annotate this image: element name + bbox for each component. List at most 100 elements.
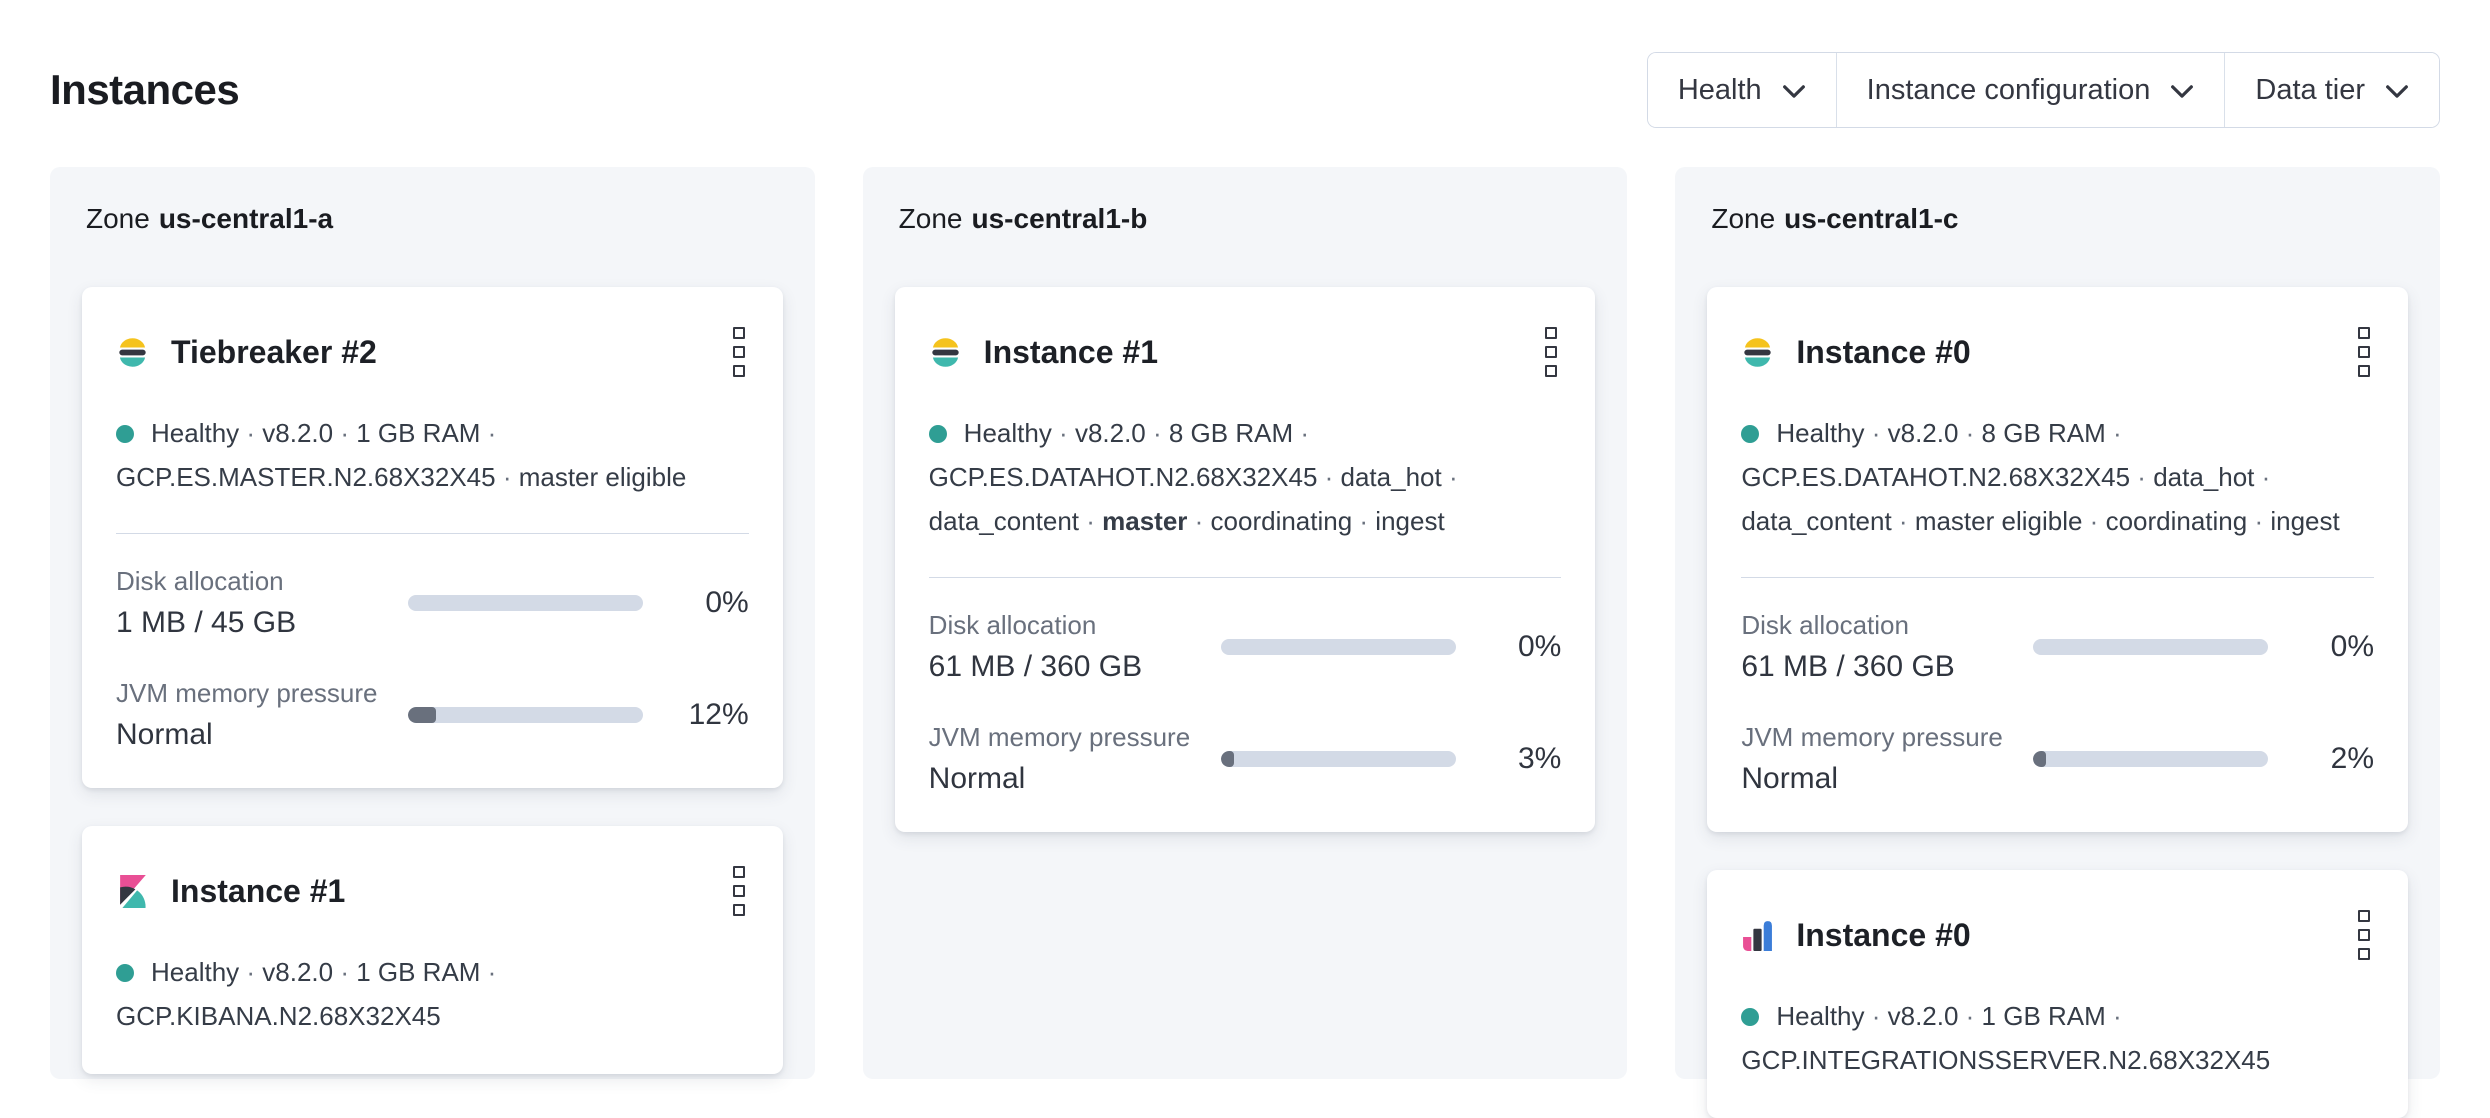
card-divider	[928, 577, 1562, 578]
card-header: Instance #0	[1741, 902, 2374, 968]
instance-menu-button[interactable]	[725, 319, 753, 385]
metric-progress-bar	[1220, 751, 1456, 767]
instance-title: Instance #0	[1796, 333, 1971, 370]
filter-group: Health Instance configuration Data tier	[1646, 52, 2440, 128]
kibana-logo	[120, 874, 146, 908]
metric-row: JVM memory pressure Normal 12%	[116, 678, 749, 752]
instance-meta-line: data_content · master eligible · coordin…	[1741, 506, 2340, 536]
instance-card: Instance #1 Healthy · v8.2.0 · 8 GB RAM …	[894, 287, 1596, 832]
instance-meta-line: GCP.ES.MASTER.N2.68X32X45 · master eligi…	[116, 462, 687, 492]
middot-separator: ·	[2082, 506, 2106, 536]
zone-name: us-central1-c	[1784, 203, 1959, 234]
metric-row: Disk allocation 61 MB / 360 GB 0%	[1741, 610, 2374, 684]
zone-header: Zone us-central1-b	[895, 203, 1596, 235]
zone-header: Zone us-central1-a	[82, 203, 783, 235]
middot-separator: ·	[2247, 506, 2271, 536]
metric-row: Disk allocation 61 MB / 360 GB 0%	[929, 610, 1562, 684]
card-divider	[116, 533, 749, 534]
instance-card: Instance #0 Healthy · v8.2.0 · 8 GB RAM …	[1707, 287, 2409, 832]
middot-separator: ·	[1891, 506, 1915, 536]
instance-menu-button[interactable]	[2350, 319, 2378, 385]
instance-meta-line: Healthy · v8.2.0 · 1 GB RAM ·	[116, 411, 749, 455]
filter-button-label: Health	[1677, 73, 1762, 106]
zone-cards: Instance #0 Healthy · v8.2.0 · 8 GB RAM …	[1707, 287, 2409, 1118]
product-logo	[116, 336, 149, 369]
zone-label: Zone	[86, 203, 150, 234]
metric-row: JVM memory pressure Normal 3%	[929, 722, 1562, 796]
metrics: Disk allocation 1 MB / 45 GB 0% JVM memo…	[116, 566, 749, 752]
middot-separator: ·	[2105, 1001, 2122, 1031]
health-status-dot	[116, 425, 134, 443]
instance-meta: Healthy · v8.2.0 · 1 GB RAM · GCP.ES.MAS…	[116, 411, 749, 499]
metric-progress-fill	[2033, 751, 2047, 767]
instance-title: Tiebreaker #2	[171, 333, 377, 370]
instance-title: Instance #1	[171, 872, 346, 909]
middot-separator: ·	[1051, 418, 1075, 448]
instance-menu-button[interactable]	[1537, 319, 1565, 385]
filter-button-label: Data tier	[2255, 73, 2365, 106]
instance-meta-line: Healthy · v8.2.0 · 8 GB RAM ·	[928, 411, 1562, 455]
card-header: Instance #1	[116, 858, 749, 924]
health-status-dot	[1741, 425, 1760, 443]
zone-panel: Zone us-central1-c Instance #0 Healthy · …	[1675, 167, 2441, 1118]
metric-label: JVM memory pressure	[1741, 722, 2003, 752]
elasticsearch-logo	[931, 337, 959, 367]
metric-progress-fill	[408, 707, 437, 723]
middot-separator: ·	[1187, 506, 1211, 536]
chevron-down-icon	[2171, 85, 2194, 98]
metric-progress-bar	[408, 595, 643, 611]
metric-percent: 0%	[2330, 630, 2375, 663]
filter-button[interactable]: Instance configuration	[1835, 53, 2225, 127]
metric-label: Disk allocation	[1741, 610, 1909, 640]
filter-button-label: Instance configuration	[1866, 73, 2151, 106]
instance-card: Tiebreaker #2 Healthy · v8.2.0 · 1 GB RA…	[82, 287, 783, 788]
instance-card: Instance #1 Healthy · v8.2.0 · 1 GB RAM …	[82, 826, 783, 1074]
filter-button[interactable]: Data tier	[2224, 53, 2439, 127]
metric-row: JVM memory pressure Normal 2%	[1741, 722, 2374, 796]
product-logo	[1741, 919, 1774, 952]
metric-percent: 12%	[688, 698, 749, 731]
middot-separator: ·	[1352, 506, 1376, 536]
health-status-dot	[116, 964, 134, 982]
middot-separator: ·	[1079, 506, 1103, 536]
middot-separator: ·	[480, 418, 497, 448]
instance-title: Instance #0	[1796, 916, 1971, 953]
metric-percent: 0%	[705, 586, 749, 619]
middot-separator: ·	[1145, 418, 1169, 448]
middot-separator: ·	[1958, 418, 1982, 448]
zone-cards: Tiebreaker #2 Healthy · v8.2.0 · 1 GB RA…	[82, 287, 783, 1074]
metric-progress-bar	[408, 707, 643, 723]
instance-meta-line: Healthy · v8.2.0 · 1 GB RAM ·	[1741, 994, 2374, 1038]
instance-menu-button[interactable]	[725, 858, 753, 924]
boxes-vertical-icon	[1545, 327, 1558, 339]
middot-separator: ·	[2130, 462, 2154, 492]
instance-meta-line: GCP.ES.DATAHOT.N2.68X32X45 · data_hot ·	[928, 462, 1458, 492]
metric-label: JVM memory pressure	[928, 722, 1191, 752]
middot-separator: ·	[1864, 1001, 1888, 1031]
product-logo	[929, 336, 962, 369]
boxes-vertical-icon	[2358, 327, 2371, 339]
middot-separator: ·	[1441, 462, 1458, 492]
metric-progress-bar	[2033, 751, 2269, 767]
health-status-dot	[1741, 1008, 1760, 1026]
middot-separator: ·	[1864, 418, 1888, 448]
instance-menu-button[interactable]	[2350, 902, 2378, 968]
zone-label: Zone	[898, 203, 963, 234]
card-divider	[1741, 577, 2375, 578]
elasticsearch-logo	[1744, 337, 1772, 367]
metric-label: Disk allocation	[928, 610, 1097, 640]
middot-separator: ·	[1317, 462, 1341, 492]
filter-button[interactable]: Health	[1647, 53, 1836, 127]
middot-separator: ·	[480, 957, 497, 987]
metric-value: 1 MB / 45 GB	[116, 606, 297, 639]
instance-title: Instance #1	[983, 333, 1158, 370]
product-logo	[1741, 336, 1774, 369]
boxes-vertical-icon	[732, 866, 745, 878]
metric-progress-bar	[2033, 639, 2269, 655]
instance-meta: Healthy · v8.2.0 · 1 GB RAM · GCP.KIBANA…	[116, 950, 749, 1038]
page-title: Instances	[50, 66, 240, 113]
middot-separator: ·	[1293, 418, 1310, 448]
middot-separator: ·	[495, 462, 519, 492]
zone-panel: Zone us-central1-a Tiebreaker #2 Healthy …	[50, 167, 815, 1079]
instance-meta-line: GCP.ES.DATAHOT.N2.68X32X45 · data_hot ·	[1741, 462, 2271, 492]
